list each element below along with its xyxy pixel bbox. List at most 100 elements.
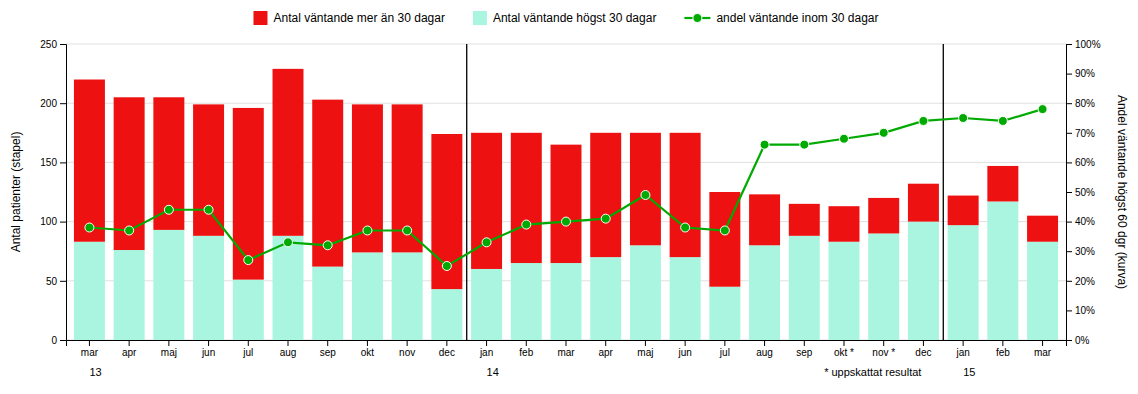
tick: 80% bbox=[1066, 98, 1095, 109]
bar bbox=[153, 230, 184, 340]
tick-label: aug bbox=[756, 347, 773, 358]
chart-svg: maraprmajjunjulaugsepoktnovdecjanfebmara… bbox=[0, 0, 1138, 394]
axis-line bbox=[67, 341, 1067, 347]
tick-label: 0 bbox=[51, 335, 57, 346]
bar bbox=[630, 245, 661, 340]
tick-mark bbox=[208, 340, 209, 346]
legend-label: Antal väntande mer än 30 dagar bbox=[273, 11, 444, 25]
tick: jul bbox=[242, 340, 253, 358]
tick-mark bbox=[1066, 162, 1072, 163]
tick-label: sep bbox=[796, 347, 813, 358]
tick-label: 100 bbox=[40, 216, 57, 227]
tick-label: nov * bbox=[872, 347, 895, 358]
tick-mark bbox=[923, 340, 924, 346]
tick-mark bbox=[60, 281, 66, 282]
tick: apr bbox=[598, 340, 613, 358]
tick-label: 150 bbox=[40, 157, 57, 168]
tick-mark bbox=[168, 340, 169, 346]
annotation: * uppskattat resultat bbox=[824, 366, 921, 378]
tick-mark bbox=[1066, 44, 1072, 45]
legend-swatch bbox=[253, 11, 267, 25]
y2-axis: 0%10%20%30%40%50%60%70%80%90%100% bbox=[1066, 39, 1101, 346]
tick-mark bbox=[1066, 74, 1072, 75]
tick-label: dec bbox=[439, 347, 455, 358]
tick-mark bbox=[407, 340, 408, 346]
tick: jun bbox=[677, 340, 691, 358]
tick: 100 bbox=[40, 216, 66, 227]
tick: 250 bbox=[40, 39, 66, 50]
tick: aug bbox=[280, 340, 297, 358]
tick: 20% bbox=[1066, 276, 1095, 287]
marker bbox=[681, 223, 690, 232]
tick-label: 200 bbox=[40, 98, 57, 109]
tick: 90% bbox=[1066, 68, 1095, 79]
marker bbox=[720, 226, 729, 235]
tick: mar bbox=[1034, 340, 1052, 358]
marker bbox=[164, 205, 173, 214]
bar bbox=[392, 252, 423, 340]
tick-label: feb bbox=[996, 347, 1010, 358]
tick-label: jun bbox=[677, 347, 691, 358]
bar bbox=[193, 104, 224, 235]
tick: okt * bbox=[834, 340, 854, 358]
bar bbox=[1027, 216, 1058, 242]
tick-mark bbox=[89, 340, 90, 346]
marker bbox=[125, 226, 134, 235]
tick-label: apr bbox=[122, 347, 137, 358]
bar bbox=[987, 201, 1018, 340]
tick: mar bbox=[557, 340, 575, 358]
separator-line bbox=[943, 44, 944, 340]
tick-label: jun bbox=[201, 347, 215, 358]
marker bbox=[403, 226, 412, 235]
tick: 30% bbox=[1066, 246, 1095, 257]
tick-mark bbox=[60, 44, 66, 45]
bar-series bbox=[74, 69, 1058, 289]
tick: 50% bbox=[1066, 187, 1095, 198]
marker bbox=[839, 134, 848, 143]
tick-label: mar bbox=[81, 347, 99, 358]
tick-mark bbox=[963, 340, 964, 346]
tick: maj bbox=[161, 340, 177, 358]
bar bbox=[74, 80, 105, 242]
tick-label: 250 bbox=[40, 39, 57, 50]
tick: 70% bbox=[1066, 128, 1095, 139]
tick-mark bbox=[1066, 281, 1072, 282]
tick-label: maj bbox=[637, 347, 653, 358]
tick-label: 90% bbox=[1075, 68, 1095, 79]
tick-mark bbox=[60, 103, 66, 104]
legend-marker bbox=[693, 14, 702, 23]
line bbox=[89, 109, 1042, 266]
tick-mark bbox=[764, 340, 765, 346]
bar bbox=[114, 97, 145, 250]
y2-axis-title: Andel väntande högst 60 dgr (kurva) bbox=[1115, 95, 1129, 289]
bar bbox=[868, 233, 899, 340]
tick-label: 30% bbox=[1075, 246, 1095, 257]
bar bbox=[908, 222, 939, 340]
tick-label: jan bbox=[955, 347, 969, 358]
tick-mark bbox=[1066, 251, 1072, 252]
bar bbox=[789, 204, 820, 236]
tick-mark bbox=[645, 340, 646, 346]
tick: nov bbox=[399, 340, 415, 358]
bar bbox=[511, 133, 542, 263]
bar bbox=[789, 236, 820, 340]
tick: 150 bbox=[40, 157, 66, 168]
tick: jan bbox=[479, 340, 493, 358]
tick-mark bbox=[1002, 340, 1003, 346]
tick-mark bbox=[129, 340, 130, 346]
line-series bbox=[85, 105, 1047, 271]
tick: sep bbox=[796, 340, 813, 358]
tick-label: 70% bbox=[1075, 128, 1095, 139]
bar bbox=[630, 133, 661, 245]
bar bbox=[193, 236, 224, 340]
bar bbox=[551, 145, 582, 263]
tick-mark bbox=[685, 340, 686, 346]
marker bbox=[641, 190, 650, 199]
tick-label: 40% bbox=[1075, 216, 1095, 227]
tick-label: mar bbox=[557, 347, 575, 358]
bar bbox=[74, 242, 105, 340]
tick-label: apr bbox=[598, 347, 613, 358]
bar bbox=[233, 280, 264, 340]
annotation: 14 bbox=[487, 366, 499, 378]
tick: feb bbox=[519, 340, 533, 358]
